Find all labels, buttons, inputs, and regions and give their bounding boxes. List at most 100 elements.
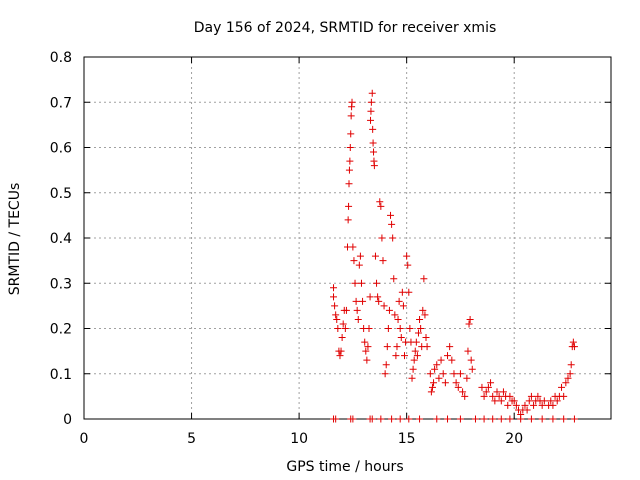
data-point	[448, 356, 456, 364]
data-point	[569, 338, 577, 346]
data-point	[381, 370, 389, 378]
data-point	[365, 325, 373, 332]
data-point	[369, 139, 377, 147]
data-point	[353, 306, 361, 314]
data-point	[444, 415, 452, 423]
data-point	[401, 352, 409, 360]
x-axis-title: GPS time / hours	[286, 459, 403, 475]
data-point	[495, 392, 503, 400]
data-point	[362, 347, 370, 355]
data-point	[452, 379, 460, 387]
chart-title: Day 156 of 2024, SRMTID for receiver xmi…	[194, 20, 497, 36]
data-point	[367, 116, 375, 124]
data-point	[411, 347, 419, 355]
data-point	[478, 383, 486, 391]
data-point	[373, 279, 381, 287]
data-point	[437, 356, 445, 364]
y-tick-label: 0.3	[50, 276, 72, 292]
data-point	[377, 415, 385, 423]
data-point	[355, 261, 363, 269]
data-point	[461, 392, 469, 400]
y-tick-label: 0.8	[50, 50, 72, 66]
data-point	[388, 415, 396, 423]
data-point	[439, 370, 447, 378]
data-point	[553, 397, 561, 405]
data-point	[357, 279, 365, 287]
data-point	[342, 306, 350, 314]
data-point	[468, 365, 476, 373]
data-point	[391, 311, 399, 319]
data-point	[378, 234, 386, 242]
data-point	[351, 279, 359, 287]
data-point	[347, 130, 355, 138]
data-point	[410, 356, 418, 364]
data-point	[376, 198, 384, 206]
data-point	[459, 388, 467, 396]
data-point	[394, 315, 402, 323]
data-point	[566, 370, 574, 378]
y-tick-label: 0.6	[50, 141, 72, 157]
data-point	[408, 374, 416, 382]
data-points	[330, 89, 578, 423]
x-tick-label: 20	[505, 431, 523, 447]
data-point	[332, 415, 340, 423]
data-point	[523, 406, 531, 414]
data-point	[346, 144, 354, 151]
data-point	[385, 306, 393, 314]
data-point	[363, 356, 371, 364]
data-point	[499, 388, 507, 396]
y-axis-title: SRMTID / TECUs	[7, 183, 23, 296]
data-point	[345, 202, 353, 210]
data-point	[397, 334, 405, 342]
data-point	[417, 325, 425, 332]
data-point	[570, 343, 578, 351]
data-point	[367, 107, 375, 115]
data-point	[558, 383, 566, 391]
data-point	[416, 315, 424, 323]
data-point	[361, 338, 369, 346]
data-point	[466, 315, 474, 323]
data-point	[349, 243, 357, 251]
data-point	[374, 293, 382, 301]
data-point	[527, 392, 535, 400]
data-point	[567, 361, 575, 369]
data-point	[504, 401, 512, 409]
data-point	[527, 415, 535, 423]
x-tick-label: 10	[290, 431, 308, 447]
data-point	[367, 98, 375, 106]
data-point	[564, 374, 572, 382]
data-point	[414, 329, 422, 337]
data-point	[419, 306, 427, 314]
y-tick-label: 0.1	[50, 367, 72, 383]
data-point	[392, 352, 400, 360]
data-point	[333, 315, 341, 323]
data-point	[352, 297, 360, 305]
data-point	[464, 347, 472, 355]
y-tick-label: 0.4	[50, 231, 72, 247]
data-point	[395, 297, 403, 305]
data-point	[404, 261, 412, 269]
data-point	[359, 297, 367, 305]
data-point	[405, 415, 413, 423]
data-point	[487, 379, 495, 387]
y-tick-label: 0.2	[50, 322, 72, 338]
plot-frame	[83, 56, 612, 420]
y-tick-label: 0.7	[50, 95, 72, 111]
data-point	[382, 361, 390, 369]
data-point	[371, 252, 379, 260]
data-point	[521, 401, 529, 409]
data-point	[366, 293, 374, 301]
data-point	[480, 392, 488, 400]
data-point	[570, 415, 578, 423]
data-point	[370, 162, 378, 170]
ticks: 0 5 10 15 20 0 0.1 0.2 0.3 0.4 0.5 0.6 0.7 0.8	[50, 50, 611, 447]
data-point	[379, 257, 387, 265]
data-point	[380, 302, 388, 310]
data-point	[331, 302, 339, 310]
data-point	[396, 415, 404, 423]
x-tick-label: 0	[80, 431, 89, 447]
data-point	[525, 397, 533, 405]
data-point	[517, 415, 525, 423]
data-point	[368, 89, 376, 97]
data-point	[345, 166, 353, 174]
